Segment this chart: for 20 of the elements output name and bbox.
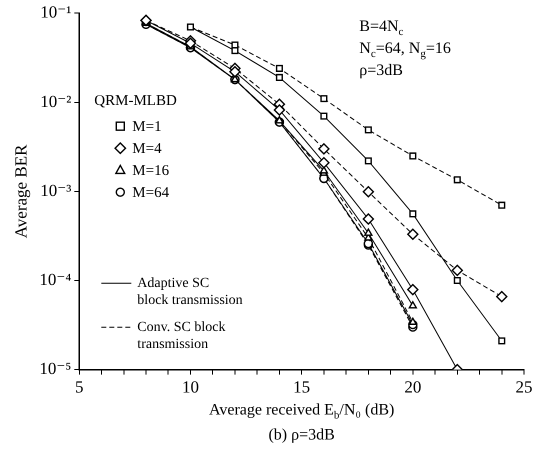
y-tick-label: 10⁻² [40, 92, 72, 111]
annotation: Conv. SC block transmission [137, 320, 226, 352]
annotation: Adaptive SC block transmission [137, 276, 243, 308]
legend-label: M=1 [132, 119, 162, 136]
x-tick-label: 15 [293, 377, 310, 396]
y-tick-label: 10⁻⁴ [39, 270, 72, 289]
y-tick-label: 10⁻¹ [40, 2, 72, 22]
x-tick-label: 10 [182, 377, 199, 396]
y-tick-label: 10⁻⁵ [39, 359, 72, 378]
x-tick-label: 25 [516, 377, 532, 396]
annotation: ρ=3dB [359, 62, 403, 80]
y-axis-title: Average BER [12, 144, 31, 238]
legend-label: M=4 [132, 141, 162, 158]
legend-label: M=64 [132, 185, 170, 202]
legend-title: QRM-MLBD [94, 93, 177, 110]
legend-label: M=16 [132, 163, 170, 180]
x-tick-label: 20 [404, 377, 422, 396]
text: (b) ρ=3dB [268, 426, 335, 444]
x-tick-label: 5 [75, 377, 84, 396]
y-tick-label: 10⁻³ [40, 180, 72, 200]
